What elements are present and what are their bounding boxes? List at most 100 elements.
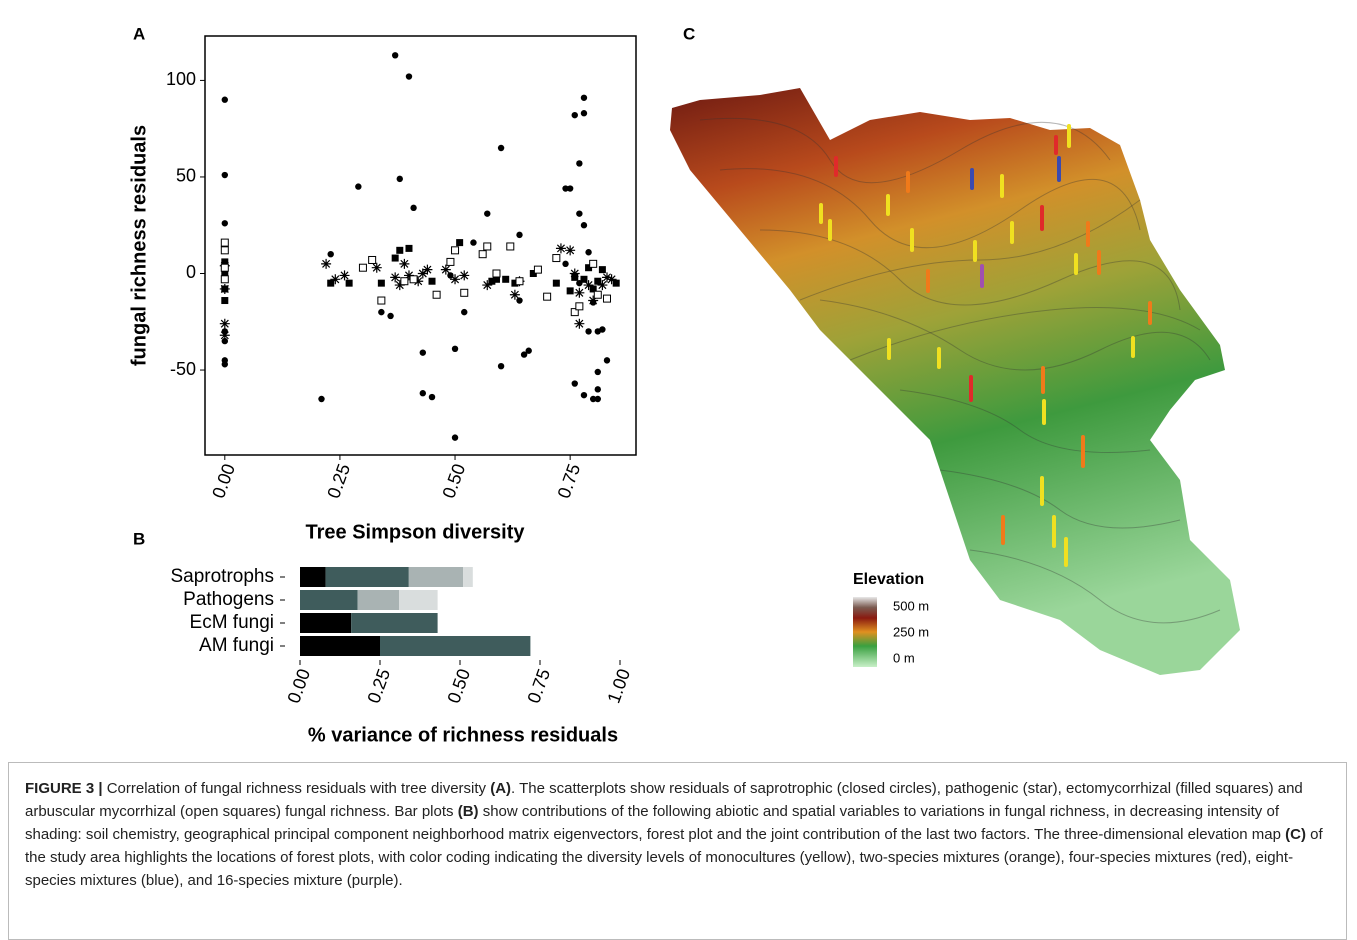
point — [580, 94, 588, 101]
point — [483, 242, 492, 251]
bar-segment — [300, 636, 380, 656]
bar-segment — [325, 567, 409, 587]
point — [400, 277, 409, 286]
panel-label: A — [133, 24, 145, 43]
point — [566, 185, 574, 192]
point — [497, 144, 505, 152]
point — [345, 279, 353, 287]
point — [450, 274, 461, 285]
bar-segment — [399, 590, 438, 610]
point — [571, 111, 578, 119]
point — [378, 308, 385, 316]
point — [516, 297, 523, 304]
point — [562, 185, 569, 192]
point — [593, 290, 602, 299]
point — [451, 246, 460, 255]
caption: FIGURE 3 | Correlation of fungal richnes… — [8, 762, 1347, 940]
point — [580, 391, 588, 399]
point — [371, 262, 382, 273]
point — [603, 357, 611, 364]
legend-label: 250 m — [893, 624, 929, 639]
point — [571, 380, 578, 387]
point — [422, 264, 433, 275]
point — [377, 279, 385, 287]
point — [327, 250, 334, 258]
legend-title: Elevation — [853, 571, 924, 588]
point — [470, 239, 477, 246]
legend-colorbar — [853, 597, 877, 667]
point — [533, 265, 542, 274]
caption-text: (B) — [457, 803, 479, 820]
point — [403, 270, 414, 281]
category-label: AM fungi — [199, 635, 274, 656]
category-label: Pathogens — [183, 589, 274, 610]
point — [387, 312, 394, 320]
point — [509, 289, 520, 300]
point — [451, 345, 459, 353]
point — [606, 274, 617, 285]
point — [413, 276, 424, 287]
point — [451, 434, 459, 441]
point — [461, 308, 468, 316]
point — [396, 246, 404, 254]
point — [396, 175, 403, 183]
point — [589, 285, 597, 293]
point — [419, 349, 427, 356]
point — [478, 250, 487, 259]
bar-segment — [463, 567, 473, 587]
point — [569, 268, 580, 279]
category-label: EcM fungi — [190, 612, 274, 633]
point — [589, 395, 597, 403]
x-tick-label: 0.75 — [554, 461, 585, 501]
x-axis-label: Tree Simpson diversity — [306, 521, 526, 543]
point — [456, 239, 464, 247]
contours — [699, 117, 1221, 624]
point — [492, 275, 500, 283]
point — [574, 318, 585, 329]
point — [327, 279, 335, 287]
point — [555, 243, 566, 254]
point — [506, 242, 515, 251]
point — [594, 395, 601, 403]
y-tick-label: -50 — [170, 359, 196, 379]
point — [446, 257, 455, 266]
point — [589, 259, 598, 268]
point — [460, 288, 469, 297]
x-tick-label: 0.00 — [283, 666, 314, 706]
point — [339, 270, 350, 281]
point — [482, 280, 493, 291]
point — [318, 395, 325, 403]
point — [588, 295, 599, 306]
panel-label: C — [683, 24, 695, 43]
point — [574, 287, 585, 298]
point — [576, 210, 583, 217]
point — [220, 263, 229, 272]
point — [511, 279, 519, 287]
point — [585, 264, 593, 272]
point — [391, 254, 399, 262]
point — [583, 280, 594, 291]
point — [358, 263, 367, 272]
point — [221, 337, 229, 345]
x-tick-label: 1.00 — [603, 666, 634, 706]
plot-frame — [204, 35, 637, 456]
point — [594, 328, 601, 335]
point — [576, 160, 583, 167]
y-tick-label: 50 — [176, 166, 196, 186]
bar-segment — [300, 567, 326, 587]
point — [543, 292, 552, 301]
point — [497, 362, 505, 370]
caption-text: show contributions of the following abio… — [25, 803, 1286, 843]
legend-label: 500 m — [893, 598, 929, 613]
point — [391, 52, 399, 59]
x-tick-label: 0.25 — [363, 666, 394, 706]
point — [602, 294, 611, 303]
x-tick-label: 0.50 — [443, 666, 474, 706]
point — [492, 269, 501, 278]
point — [585, 328, 592, 335]
caption-text: of the study area highlights the locatio… — [25, 826, 1323, 889]
point — [580, 275, 588, 283]
y-tick-label: 100 — [166, 69, 196, 89]
